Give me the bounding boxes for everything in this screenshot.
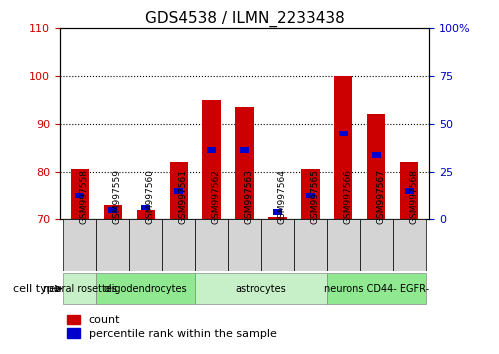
Text: GSM997566: GSM997566 [343,169,352,224]
Text: GSM997568: GSM997568 [409,169,418,224]
Legend: count, percentile rank within the sample: count, percentile rank within the sample [65,314,278,340]
Text: GSM997565: GSM997565 [310,169,319,224]
Text: astrocytes: astrocytes [236,284,286,293]
Bar [195,219,228,271]
Text: cell type: cell type [13,284,60,293]
Text: GSM997558: GSM997558 [80,169,89,224]
Title: GDS4538 / ILMN_2233438: GDS4538 / ILMN_2233438 [145,11,344,27]
Bar [203,100,221,219]
Text: GSM997560: GSM997560 [146,169,155,224]
Text: neural rosettes: neural rosettes [42,284,117,293]
Bar [195,273,327,304]
Bar [306,193,315,199]
Bar [400,162,419,219]
Bar [301,169,319,219]
Bar [70,169,89,219]
Bar [327,273,426,304]
Bar [174,188,183,194]
Bar [327,219,360,271]
Bar [228,219,261,271]
Bar [339,131,348,136]
Bar [96,219,129,271]
Text: neurons CD44- EGFR-: neurons CD44- EGFR- [324,284,429,293]
Bar [236,107,253,219]
Bar [63,219,96,271]
Bar [63,273,96,304]
Bar [240,147,249,153]
Bar [294,219,327,271]
Text: GSM997561: GSM997561 [179,169,188,224]
Text: GSM997567: GSM997567 [376,169,385,224]
Bar [96,273,195,304]
Text: oligodendrocytes: oligodendrocytes [104,284,188,293]
Bar [334,76,352,219]
Text: GSM997563: GSM997563 [245,169,253,224]
Bar [207,147,216,153]
Bar [108,207,117,213]
Text: GSM997559: GSM997559 [113,169,122,224]
Text: GSM997562: GSM997562 [212,169,221,224]
Text: GSM997564: GSM997564 [277,169,286,224]
Bar [162,219,195,271]
Bar [170,162,188,219]
Bar [360,219,393,271]
Bar [367,114,385,219]
Bar [137,210,155,219]
Bar [372,152,381,158]
Bar [268,217,286,219]
Bar [104,205,122,219]
Bar [393,219,426,271]
Bar [141,205,150,210]
Bar [261,219,294,271]
Bar [129,219,162,271]
Bar [273,210,282,215]
Bar [405,188,414,194]
Bar [75,193,84,199]
